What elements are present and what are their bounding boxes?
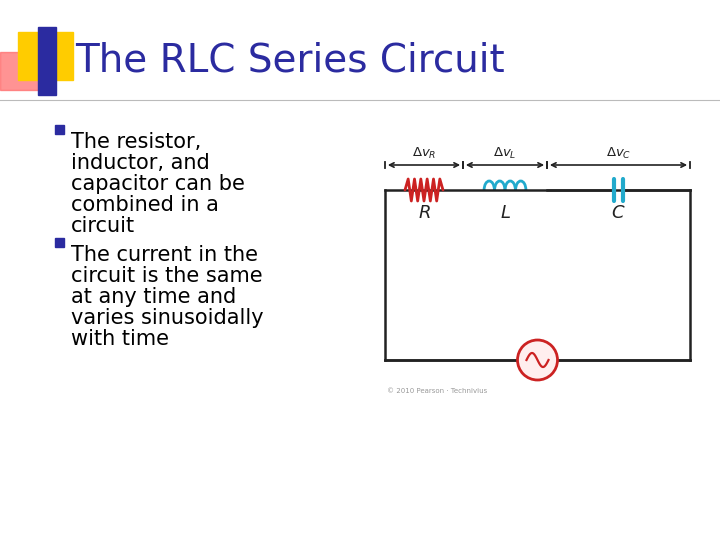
Bar	[55, 238, 64, 247]
Text: capacitor can be: capacitor can be	[71, 174, 245, 194]
Text: The resistor,: The resistor,	[71, 132, 202, 152]
Text: The RLC Series Circuit: The RLC Series Circuit	[75, 41, 505, 79]
Bar	[0, 52, 45, 90]
Text: inductor, and: inductor, and	[71, 153, 210, 173]
Text: © 2010 Pearson · Technivius: © 2010 Pearson · Technivius	[387, 388, 487, 394]
Text: combined in a: combined in a	[71, 195, 219, 215]
Text: at any time and: at any time and	[71, 287, 236, 307]
Text: varies sinusoidally: varies sinusoidally	[71, 308, 264, 328]
Text: circuit is the same: circuit is the same	[71, 266, 263, 286]
Text: $C$: $C$	[611, 204, 626, 222]
Bar	[38, 27, 56, 95]
Circle shape	[518, 340, 557, 380]
Text: $L$: $L$	[500, 204, 510, 222]
Text: $\Delta v_R$: $\Delta v_R$	[412, 146, 436, 161]
Text: $R$: $R$	[418, 204, 431, 222]
Text: $\Delta v_L$: $\Delta v_L$	[493, 146, 517, 161]
Text: $\Delta v_C$: $\Delta v_C$	[606, 146, 631, 161]
Text: with time: with time	[71, 329, 169, 349]
Text: circuit: circuit	[71, 216, 135, 236]
Bar	[18, 32, 73, 80]
Text: The current in the: The current in the	[71, 245, 258, 265]
Bar	[55, 125, 64, 134]
